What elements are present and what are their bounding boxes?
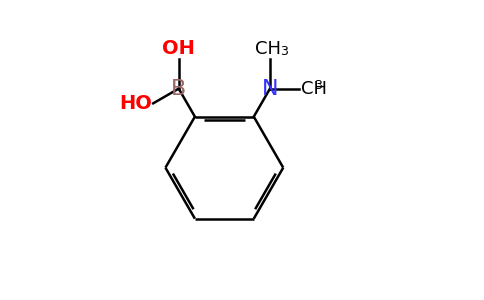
Text: 3: 3 — [280, 45, 287, 58]
Text: OH: OH — [162, 39, 195, 58]
Text: B: B — [171, 79, 186, 99]
Text: 3: 3 — [315, 79, 322, 92]
Text: CH: CH — [256, 40, 282, 58]
Text: HO: HO — [119, 94, 151, 113]
Text: N: N — [262, 79, 278, 99]
Text: CH: CH — [301, 80, 327, 98]
